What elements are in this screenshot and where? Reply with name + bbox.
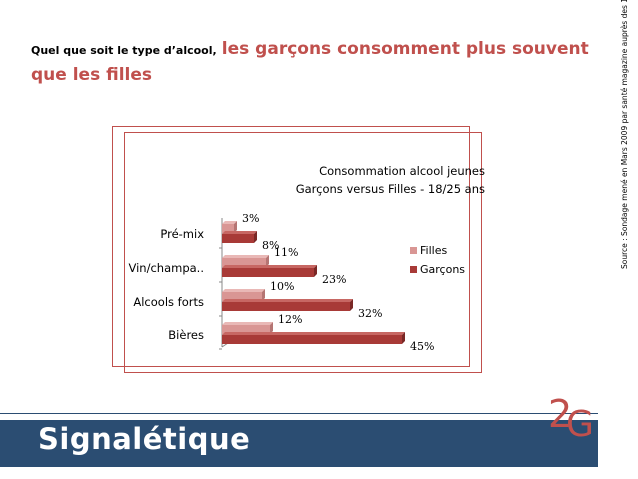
bar-garcons: [222, 335, 402, 344]
headline-accent: les garçons consomment plus souvent que …: [31, 39, 589, 85]
bar-top: [222, 231, 257, 234]
bar-side: [314, 265, 317, 277]
bar-top: [222, 332, 405, 335]
legend-swatch: [410, 247, 417, 254]
footer-divider: [0, 413, 598, 414]
bar-top: [222, 265, 317, 268]
bar-side: [270, 322, 273, 334]
headline: Quel que soit le type d’alcool, les garç…: [31, 37, 591, 87]
bar-top: [222, 289, 265, 292]
bar-top: [222, 322, 273, 325]
category-label: Pré-mix: [160, 227, 204, 241]
data-label: 32%: [358, 307, 382, 320]
chart-frame-outer: [112, 126, 470, 367]
bar-top: [222, 299, 353, 302]
data-label: 10%: [270, 280, 294, 293]
bar-filles: [222, 292, 262, 301]
bar-top: [222, 221, 237, 224]
bar-side: [262, 289, 265, 301]
footer-title: Signalétique: [38, 422, 251, 456]
legend-swatch: [410, 266, 417, 273]
data-label: 12%: [278, 313, 302, 326]
data-label: 8%: [262, 239, 279, 252]
headline-lead: Quel que soit le type d’alcool,: [31, 44, 217, 57]
bar-side: [350, 299, 353, 311]
bar-side: [254, 231, 257, 243]
chart-title-block: Consommation alcool jeunes Garçons versu…: [285, 162, 485, 198]
chart-title: Consommation alcool jeunes: [319, 164, 485, 178]
bar-filles: [222, 258, 266, 267]
brand-logo: 2 G: [548, 392, 608, 452]
data-label: 45%: [410, 340, 434, 353]
data-label: 3%: [242, 212, 259, 225]
category-label: Alcools forts: [133, 295, 204, 309]
bar-garcons: [222, 234, 254, 243]
bar-side: [234, 221, 237, 233]
footer-bar: [0, 420, 598, 467]
logo-digit: 2: [548, 392, 573, 436]
logo-letter: G: [566, 404, 594, 445]
bar-top: [222, 255, 269, 258]
bar-filles: [222, 325, 270, 334]
category-label: Bières: [168, 328, 204, 342]
legend-label: Garçons: [420, 263, 465, 276]
category-label: Vin/champa..: [129, 261, 205, 275]
data-label: 11%: [274, 246, 298, 259]
data-label: 23%: [322, 273, 346, 286]
bar-filles: [222, 224, 234, 233]
chart-subtitle: Garçons versus Filles - 18/25 ans: [295, 182, 485, 196]
bar-garcons: [222, 302, 350, 311]
bar-side: [266, 255, 269, 267]
legend-label: Filles: [420, 244, 447, 257]
bar-garcons: [222, 268, 314, 277]
bar-side: [402, 332, 405, 344]
chart-frame-inner: [124, 132, 482, 373]
